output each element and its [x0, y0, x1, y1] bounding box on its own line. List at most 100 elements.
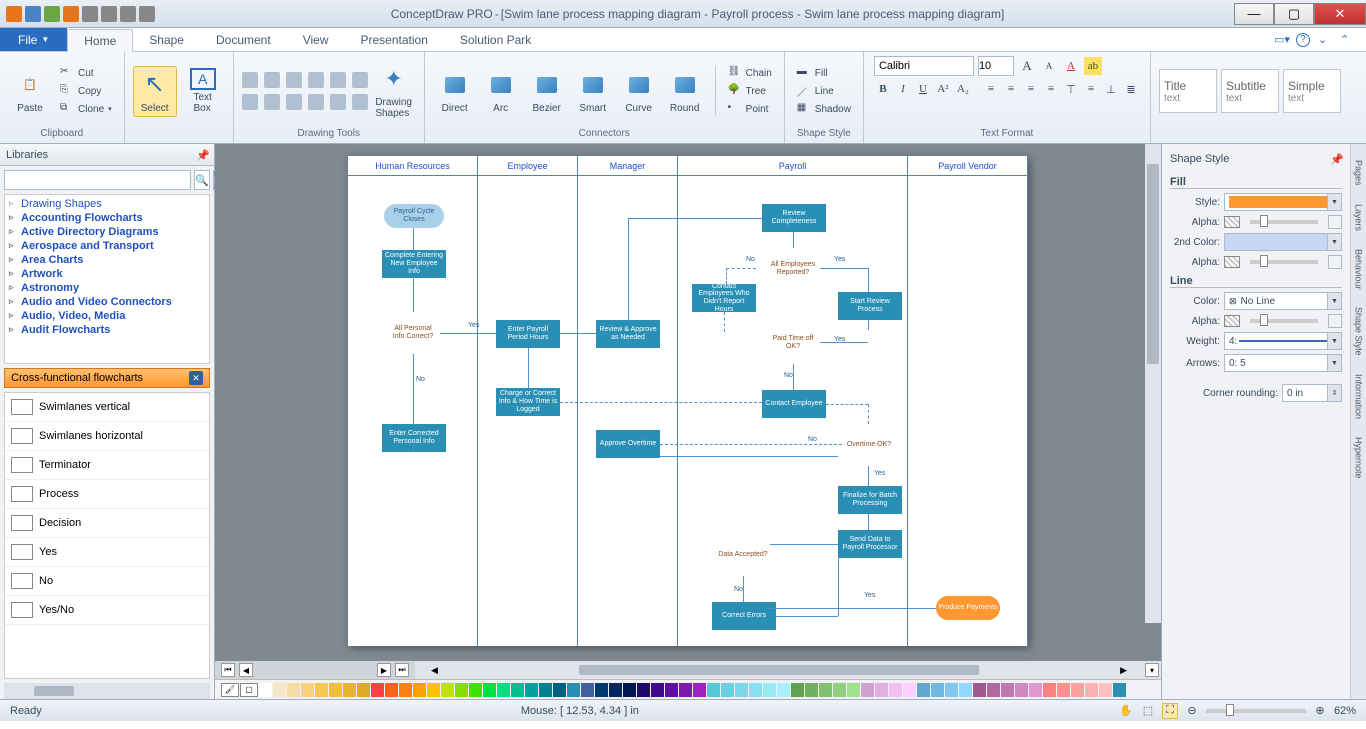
- minimize-button[interactable]: —: [1234, 3, 1274, 25]
- flowchart-node[interactable]: Payroll Cycle Closes: [384, 204, 444, 228]
- tab-solution-park[interactable]: Solution Park: [444, 28, 547, 51]
- shadow-button[interactable]: ▦Shadow: [793, 101, 855, 117]
- library-tree-item[interactable]: Accounting Flowcharts: [7, 211, 207, 225]
- draw-tool[interactable]: [286, 94, 302, 110]
- font-size-select[interactable]: [978, 56, 1014, 76]
- library-search-input[interactable]: [4, 170, 191, 190]
- color-swatch[interactable]: [581, 683, 594, 697]
- library-tree-item[interactable]: Aerospace and Transport: [7, 239, 207, 253]
- line-alpha-expand-button[interactable]: [1328, 314, 1342, 328]
- tab-next-button[interactable]: ▶: [377, 663, 391, 677]
- connector-curve-button[interactable]: Curve: [617, 67, 661, 116]
- window-list-icon[interactable]: ▭▾: [1274, 33, 1288, 47]
- connector-smart-button[interactable]: Smart: [571, 67, 615, 116]
- valign-top-button[interactable]: ⊤: [1062, 80, 1080, 98]
- arrows-select[interactable]: 0: 5▼: [1224, 354, 1342, 372]
- color-swatch[interactable]: [1071, 683, 1084, 697]
- lane-header[interactable]: Human Resources: [348, 156, 478, 175]
- color-swatch[interactable]: [497, 683, 510, 697]
- color-swatch[interactable]: [357, 683, 370, 697]
- flowchart-node[interactable]: Start Review Process: [838, 292, 902, 320]
- file-menu-button[interactable]: File▼: [0, 28, 67, 51]
- draw-tool[interactable]: [264, 94, 280, 110]
- tab-first-button[interactable]: ⏮: [221, 663, 235, 677]
- connector-arc-button[interactable]: Arc: [479, 67, 523, 116]
- color-swatch[interactable]: [721, 683, 734, 697]
- right-panel-tab[interactable]: Behaviour: [1352, 243, 1366, 296]
- connector[interactable]: [770, 544, 838, 545]
- color-swatch[interactable]: [1113, 683, 1126, 697]
- connector[interactable]: [724, 312, 725, 332]
- line-alpha-slider[interactable]: [1250, 319, 1318, 323]
- shape-entry[interactable]: Process: [5, 480, 209, 509]
- color-swatch[interactable]: [441, 683, 454, 697]
- zoom-out-button[interactable]: ⊖: [1184, 703, 1200, 719]
- color-swatch[interactable]: [343, 683, 356, 697]
- color-swatch[interactable]: [371, 683, 384, 697]
- draw-tool[interactable]: [352, 72, 368, 88]
- color-swatch[interactable]: [945, 683, 958, 697]
- library-tree-item[interactable]: Astronomy: [7, 281, 207, 295]
- palette-picker-icon[interactable]: 🖌: [221, 683, 239, 697]
- color-swatch[interactable]: [735, 683, 748, 697]
- library-tree[interactable]: Drawing ShapesAccounting FlowchartsActiv…: [4, 194, 210, 364]
- connector[interactable]: [820, 268, 868, 269]
- qat-app-icon[interactable]: [6, 6, 22, 22]
- flowchart-node[interactable]: Enter Payroll Period Hours: [496, 320, 560, 348]
- fit-page-icon[interactable]: ⛶: [1162, 703, 1178, 719]
- color-swatch[interactable]: [469, 683, 482, 697]
- alpha2-expand-button[interactable]: [1328, 255, 1342, 269]
- connector[interactable]: [826, 404, 868, 405]
- draw-tool[interactable]: [286, 72, 302, 88]
- color-swatch[interactable]: [1015, 683, 1028, 697]
- color-swatch[interactable]: [693, 683, 706, 697]
- chain-button[interactable]: ⛓Chain: [724, 65, 776, 81]
- lane-header[interactable]: Payroll: [678, 156, 908, 175]
- library-tree-item[interactable]: Area Charts: [7, 253, 207, 267]
- connector[interactable]: [528, 348, 529, 388]
- draw-tool[interactable]: [330, 94, 346, 110]
- drawing-shapes-button[interactable]: ✦ Drawing Shapes: [372, 61, 416, 121]
- line-color-select[interactable]: ⊠No Line▼: [1224, 292, 1342, 310]
- connector[interactable]: [628, 218, 629, 320]
- color-swatch[interactable]: [609, 683, 622, 697]
- qat-print-icon[interactable]: [139, 6, 155, 22]
- connector[interactable]: [440, 333, 496, 334]
- library-tree-item[interactable]: Audio and Video Connectors: [7, 295, 207, 309]
- tab-document[interactable]: Document: [200, 28, 287, 51]
- connector-round-button[interactable]: Round: [663, 67, 707, 116]
- qat-icon[interactable]: [63, 6, 79, 22]
- tab-prev-button[interactable]: ◀: [239, 663, 253, 677]
- library-tree-item[interactable]: Artwork: [7, 267, 207, 281]
- color-swatch[interactable]: [861, 683, 874, 697]
- flowchart-node[interactable]: Data Accepted?: [716, 534, 770, 576]
- connector[interactable]: [413, 354, 414, 424]
- options-icon[interactable]: ⌄: [1318, 33, 1332, 47]
- paste-button[interactable]: 📋 Paste: [8, 67, 52, 116]
- align-left-button[interactable]: ≡: [982, 80, 1000, 98]
- flowchart-node[interactable]: Correct Errors: [712, 602, 776, 630]
- textbox-button[interactable]: A Text Box: [181, 66, 225, 116]
- color-swatch[interactable]: [749, 683, 762, 697]
- tree-button[interactable]: 🌳Tree: [724, 83, 776, 99]
- color-swatch[interactable]: [931, 683, 944, 697]
- close-section-icon[interactable]: ✕: [189, 371, 203, 385]
- color-swatch[interactable]: [637, 683, 650, 697]
- color-swatch[interactable]: [777, 683, 790, 697]
- color-swatch[interactable]: [651, 683, 664, 697]
- close-button[interactable]: ✕: [1314, 3, 1366, 25]
- connector[interactable]: [793, 364, 794, 390]
- panel-hscroll[interactable]: [4, 683, 210, 699]
- color-swatch[interactable]: [679, 683, 692, 697]
- flowchart-node[interactable]: Review Completeness: [762, 204, 826, 232]
- align-center-button[interactable]: ≡: [1002, 80, 1020, 98]
- flowchart-node[interactable]: All Employees Reported?: [766, 248, 820, 290]
- connector[interactable]: [868, 404, 869, 424]
- connector[interactable]: [868, 268, 869, 292]
- color-swatch[interactable]: [301, 683, 314, 697]
- draw-tool[interactable]: [242, 72, 258, 88]
- connector[interactable]: [743, 576, 744, 602]
- shape-entry[interactable]: Yes/No: [5, 596, 209, 625]
- font-family-select[interactable]: [874, 56, 974, 76]
- color-swatch[interactable]: [483, 683, 496, 697]
